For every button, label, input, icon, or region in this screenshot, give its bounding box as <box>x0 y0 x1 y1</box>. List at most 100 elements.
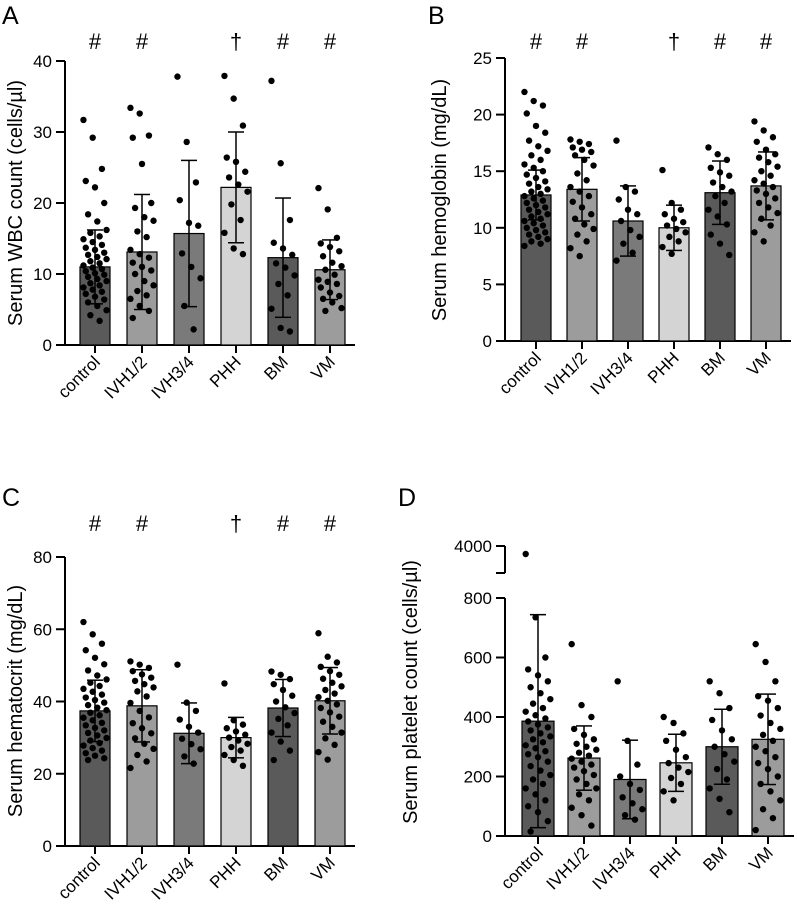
data-point <box>523 224 530 231</box>
data-point <box>148 267 155 274</box>
data-point <box>585 752 593 759</box>
data-point <box>532 122 540 130</box>
data-point <box>103 676 110 683</box>
data-point <box>528 238 535 245</box>
x-tick-label: VM <box>743 348 774 379</box>
data-point <box>84 729 92 737</box>
significance-marker: † <box>230 29 242 54</box>
data-point <box>244 740 251 747</box>
x-tick-label: IVH1/2 <box>101 853 151 903</box>
data-point <box>621 811 629 819</box>
data-point <box>319 675 327 682</box>
data-point <box>713 765 721 773</box>
data-point <box>523 110 530 117</box>
data-point <box>101 271 108 278</box>
data-point <box>319 253 327 260</box>
data-point <box>84 667 92 674</box>
data-point <box>542 229 549 236</box>
significance-marker: # <box>277 29 290 54</box>
data-point <box>754 692 762 700</box>
y-tick-label: 80 <box>33 548 52 567</box>
data-point <box>84 701 92 709</box>
data-point <box>148 674 155 681</box>
data-point <box>80 284 87 291</box>
data-point <box>84 299 92 306</box>
data-point <box>567 136 574 143</box>
data-point <box>522 708 529 715</box>
data-point <box>521 192 528 200</box>
significance-marker: † <box>230 511 242 536</box>
data-point <box>338 683 345 690</box>
data-point <box>129 314 136 322</box>
data-point <box>528 188 535 195</box>
data-point <box>772 753 779 761</box>
data-point <box>532 226 540 234</box>
data-point <box>127 246 134 254</box>
data-point <box>239 762 247 770</box>
data-point <box>663 222 671 229</box>
significance-marker: # <box>714 29 727 54</box>
significance-marker: # <box>530 29 543 54</box>
data-point <box>590 162 597 169</box>
data-point <box>80 618 87 626</box>
data-point <box>145 714 153 721</box>
data-point <box>585 797 593 804</box>
data-point <box>542 748 549 755</box>
data-point <box>539 102 547 109</box>
data-point <box>336 292 343 300</box>
significance-marker: # <box>576 29 589 54</box>
panel-d: D Serum platelet count (cells/µl) 0 200 400 6… <box>398 484 794 894</box>
data-point <box>667 774 675 782</box>
data-point <box>286 328 294 335</box>
data-point <box>568 640 575 648</box>
data-point <box>569 198 576 205</box>
data-point <box>762 748 769 755</box>
data-point <box>150 282 157 289</box>
data-point <box>272 260 280 267</box>
data-point <box>568 804 575 811</box>
data-point <box>223 725 230 732</box>
data-point <box>197 275 204 282</box>
data-point <box>84 756 92 764</box>
data-point <box>539 739 547 746</box>
x-tick-label: BM <box>260 853 291 884</box>
y-tick-label: 40 <box>33 52 52 71</box>
data-point <box>685 768 692 776</box>
data-point <box>537 690 544 697</box>
data-point <box>593 746 600 753</box>
data-point <box>174 73 181 80</box>
data-point <box>758 215 765 222</box>
data-point <box>751 118 758 125</box>
data-point <box>336 713 343 720</box>
data-point <box>570 725 578 733</box>
data-point <box>331 741 338 749</box>
data-point <box>134 688 141 695</box>
data-point <box>532 614 539 621</box>
data-point <box>239 721 247 728</box>
data-point <box>192 179 200 186</box>
data-point <box>542 654 549 661</box>
data-point <box>150 684 157 691</box>
data-point <box>721 199 728 207</box>
data-point <box>668 250 675 258</box>
data-point <box>532 712 539 719</box>
data-point <box>87 709 94 716</box>
data-point <box>636 233 643 241</box>
data-point <box>726 251 733 259</box>
data-point <box>731 758 738 765</box>
data-point <box>542 178 549 185</box>
data-point <box>103 307 110 314</box>
data-point <box>87 258 94 265</box>
data-point <box>96 712 103 719</box>
data-point <box>583 780 590 788</box>
data-point <box>575 791 583 798</box>
y-tick-label: 10 <box>33 265 52 284</box>
data-point <box>317 663 324 671</box>
data-point <box>183 138 190 146</box>
data-point <box>317 704 324 712</box>
data-point <box>723 156 731 164</box>
data-point <box>284 722 291 729</box>
data-point <box>80 236 87 243</box>
data-point <box>711 743 718 750</box>
